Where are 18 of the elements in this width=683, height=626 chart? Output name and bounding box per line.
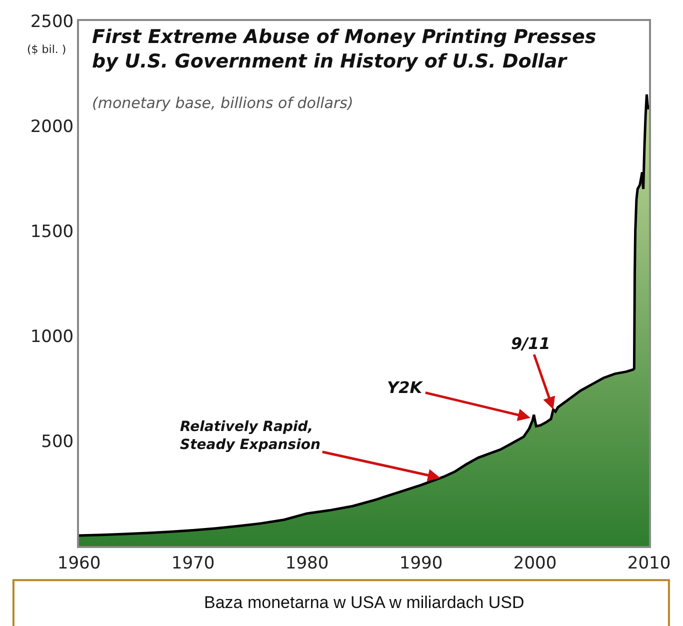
x-tick-label: 2000 <box>513 553 557 574</box>
annotation: Y2K <box>387 378 424 397</box>
x-tick-label: 1990 <box>399 553 443 574</box>
x-tick-label: 2010 <box>627 553 671 574</box>
annotation: Relatively Rapid, Steady Expansion <box>180 419 321 454</box>
text: Baza monetarna w USA w miliardach USD <box>204 593 524 612</box>
text: First Extreme Abuse of Money Printing Presses by U.S. Government in History of U.S. Dollar <box>92 26 596 73</box>
y-tick-label: 2500 <box>30 12 74 32</box>
y-tick-label: 1500 <box>30 222 74 242</box>
y-tick-label: 1000 <box>30 326 74 347</box>
x-tick-label: 1970 <box>171 553 215 574</box>
text: (monetary base, billions of dollars) <box>92 94 354 112</box>
y-axis-title: ($ bil. ) <box>27 43 66 56</box>
y-tick-label: 500 <box>41 432 74 452</box>
x-tick-label: 1960 <box>57 553 101 574</box>
x-tick-label: 1980 <box>285 553 329 574</box>
annotation: 9/11 <box>511 334 550 353</box>
y-tick-label: 2000 <box>30 116 74 137</box>
